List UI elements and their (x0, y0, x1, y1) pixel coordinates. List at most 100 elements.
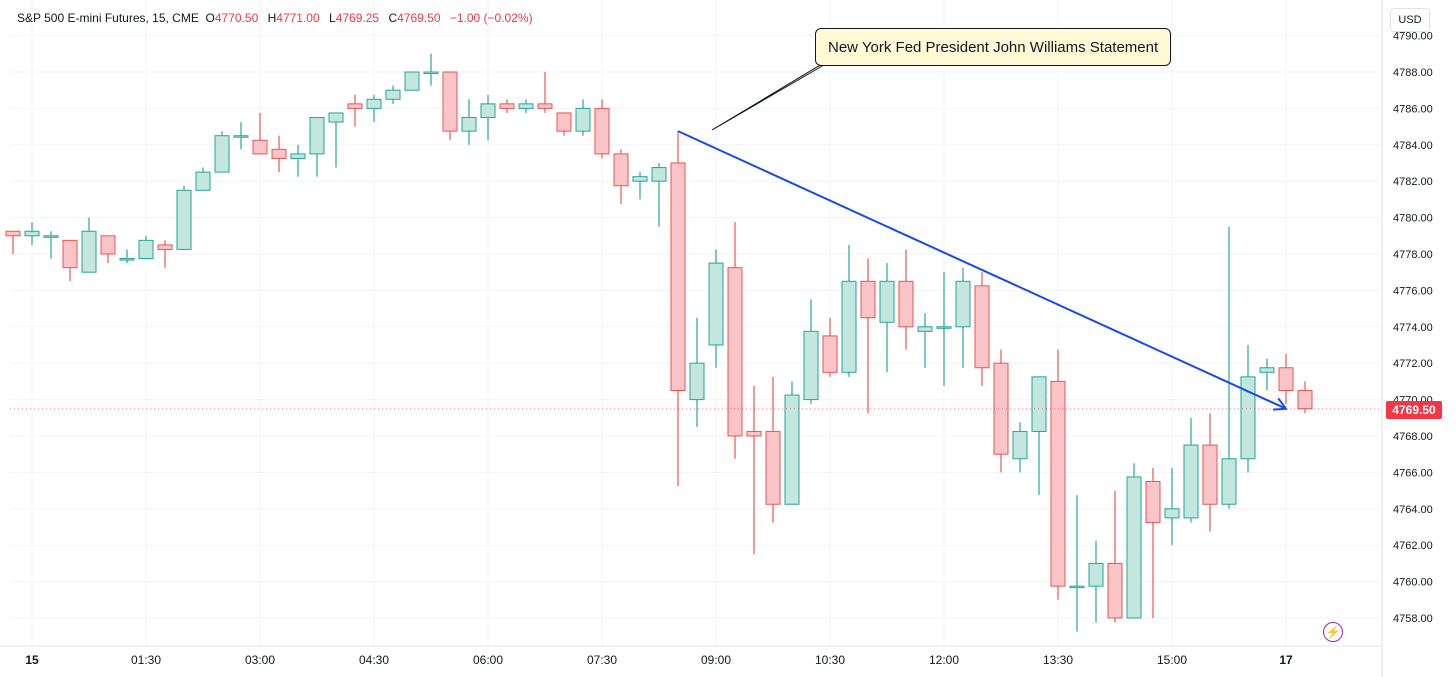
candle (575, 99, 591, 136)
change-value: −1.00 (−0.02%) (449, 11, 533, 25)
candle (613, 149, 629, 204)
open-value: 4770.50 (214, 11, 259, 25)
high-value: 4771.00 (276, 11, 320, 25)
y-tick-label: 4766.00 (1393, 467, 1433, 479)
candle-body (556, 112, 572, 132)
annotation-callout[interactable]: New York Fed President John Williams Sta… (815, 28, 1172, 66)
candle (290, 144, 306, 177)
candle-body (955, 280, 971, 328)
candle-body (1202, 444, 1218, 505)
candle (670, 131, 686, 487)
high-key: H (267, 11, 277, 25)
x-tick-label: 06:00 (473, 653, 503, 667)
candle (1050, 349, 1066, 600)
candle-body (1164, 508, 1180, 519)
y-tick-label: 4786.00 (1393, 103, 1433, 115)
x-tick-label: 09:00 (701, 653, 731, 667)
candle-body (1126, 476, 1142, 619)
candle-body (81, 230, 97, 273)
candle-body (423, 71, 439, 74)
candle-body (499, 103, 515, 109)
candle (1240, 345, 1256, 473)
candle-body (366, 98, 382, 109)
candle (1164, 467, 1180, 546)
candle-body (594, 107, 610, 155)
candle-body (252, 139, 268, 155)
candle (328, 112, 344, 168)
candle-body (537, 103, 553, 109)
close-value: 4769.50 (397, 11, 441, 25)
candle-body (1240, 376, 1256, 460)
candle (480, 94, 496, 141)
candle (43, 231, 59, 259)
candle-body (613, 153, 629, 187)
candle (309, 117, 325, 177)
candle (100, 235, 116, 264)
candle (727, 222, 743, 459)
x-tick-label: 10:30 (815, 653, 845, 667)
candle-body (5, 230, 21, 237)
candle-body (689, 362, 705, 401)
candle-body (233, 135, 249, 138)
currency-button[interactable]: USD (1390, 8, 1430, 32)
x-tick-label: 17 (1279, 653, 1293, 667)
candle-body (24, 230, 40, 237)
y-tick-label: 4788.00 (1393, 67, 1433, 79)
y-tick-label: 4760.00 (1393, 577, 1433, 589)
y-tick-label: 4762.00 (1393, 540, 1433, 552)
candle (860, 258, 876, 414)
candle (404, 71, 420, 91)
candle (81, 217, 97, 273)
y-tick-label: 4774.00 (1393, 322, 1433, 334)
y-tick-label: 4776.00 (1393, 285, 1433, 297)
candle (1221, 226, 1237, 509)
candle-body (670, 162, 686, 391)
candle-body (347, 103, 363, 109)
candle (537, 72, 553, 113)
candle (385, 85, 401, 104)
candle-body (404, 71, 420, 91)
candle-body (727, 267, 743, 437)
candle-body (879, 280, 895, 323)
lightning-icon[interactable]: ⚡ (1323, 622, 1343, 642)
candle-body (328, 112, 344, 123)
candle-body (309, 117, 325, 155)
candle (499, 99, 515, 113)
candle (556, 112, 572, 136)
candle (138, 235, 154, 260)
candle (1145, 467, 1161, 618)
candle (461, 99, 477, 145)
trend-line (677, 130, 1287, 410)
low-value: 4769.25 (335, 11, 380, 25)
candle (24, 222, 40, 245)
candle-body (1107, 562, 1123, 619)
candle-body (100, 235, 116, 255)
candle (651, 163, 667, 227)
x-tick-label: 01:30 (131, 653, 161, 667)
y-tick-label: 4764.00 (1393, 504, 1433, 516)
x-tick-label: 12:00 (929, 653, 959, 667)
candle (214, 131, 230, 173)
candle-body (936, 326, 952, 329)
candle-body (1297, 390, 1313, 410)
candle-body (575, 107, 591, 132)
x-tick-label: 15:00 (1157, 653, 1187, 667)
y-tick-label: 4778.00 (1393, 249, 1433, 261)
candle (1031, 376, 1047, 496)
x-tick-label: 13:30 (1043, 653, 1073, 667)
candle (1088, 540, 1104, 623)
candle-body (157, 244, 173, 250)
y-tick-label: 4758.00 (1393, 613, 1433, 625)
last-price-tag: 4769.50 (1386, 401, 1442, 419)
y-tick-label: 4782.00 (1393, 176, 1433, 188)
candle (62, 239, 78, 282)
candle-body (461, 117, 477, 132)
candle (366, 94, 382, 123)
candle (1297, 381, 1313, 414)
candle-body (1278, 367, 1294, 391)
candle (974, 272, 990, 386)
candle (746, 385, 762, 555)
candle (1126, 463, 1142, 619)
